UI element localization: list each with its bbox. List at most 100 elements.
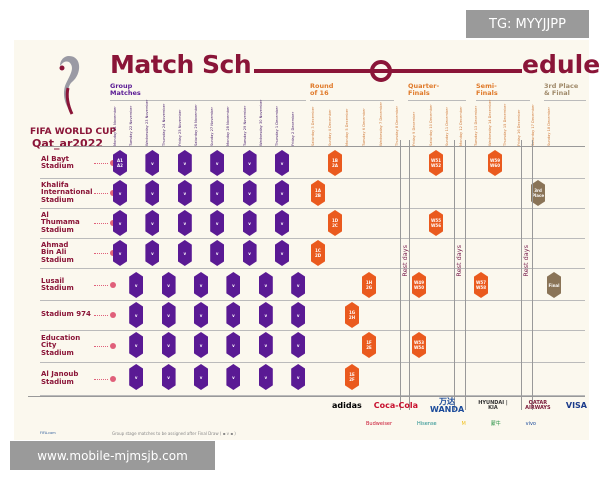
date-header: Friday 25 November bbox=[177, 109, 182, 146]
knockout-match-badge[interactable]: W51 W52 bbox=[429, 150, 443, 176]
phase-divider bbox=[310, 100, 394, 101]
rest-divider bbox=[400, 140, 401, 410]
group-match-badge[interactable]: v bbox=[161, 332, 176, 358]
group-match-badge[interactable]: v bbox=[226, 364, 241, 390]
stadium-name[interactable]: Stadium 974 bbox=[41, 310, 91, 319]
group-match-badge[interactable]: v bbox=[210, 240, 225, 266]
group-match-badge[interactable]: v bbox=[129, 302, 144, 328]
group-match-badge[interactable]: v bbox=[275, 180, 289, 206]
watermark-top: TG: MYYJJPP bbox=[466, 10, 589, 38]
stadium-name[interactable]: Al Thumama Stadium bbox=[41, 210, 80, 234]
group-match-badge[interactable]: v bbox=[226, 302, 241, 328]
group-match-badge[interactable]: v bbox=[291, 272, 306, 298]
knockout-match-badge[interactable]: W49 W50 bbox=[412, 272, 426, 298]
rest-days-label: Rest days bbox=[401, 245, 409, 277]
group-match-badge[interactable]: v bbox=[194, 332, 208, 358]
knockout-match-badge[interactable]: 1H 2G bbox=[362, 272, 376, 298]
final-match-badge[interactable]: 3rd Place bbox=[531, 180, 545, 206]
date-header: Thursday 15 December bbox=[503, 103, 507, 146]
group-match-badge[interactable]: v bbox=[210, 210, 225, 236]
stadium-connector bbox=[94, 223, 108, 224]
stadium-name[interactable]: Lusail Stadium bbox=[41, 276, 74, 292]
group-match-badge[interactable]: v bbox=[275, 210, 289, 236]
group-match-badge[interactable]: v bbox=[275, 240, 289, 266]
group-match-badge[interactable]: v bbox=[129, 272, 144, 298]
sponsor-logo: VISA bbox=[565, 401, 587, 410]
group-match-badge[interactable]: v bbox=[226, 332, 241, 358]
fifa-link[interactable]: FIFA.com bbox=[40, 431, 56, 435]
stadium-connector bbox=[94, 253, 108, 254]
row-divider bbox=[40, 238, 585, 239]
knockout-match-badge[interactable]: W55 W56 bbox=[429, 210, 443, 236]
rest-days-label: Rest days bbox=[522, 245, 530, 277]
match-schedule-poster: FIFA WORLD CUP Qat_ar2022 Match Sch edul… bbox=[14, 40, 600, 440]
group-match-badge[interactable]: v bbox=[145, 240, 160, 266]
stadium-connector bbox=[94, 163, 108, 164]
group-match-badge[interactable]: v bbox=[242, 150, 257, 176]
group-match-badge[interactable]: v bbox=[129, 332, 144, 358]
group-match-badge[interactable]: v bbox=[177, 150, 192, 176]
logo-text-qatar-2022: Qat_ar2022 bbox=[32, 137, 103, 150]
stadium-connector bbox=[94, 378, 108, 380]
group-match-badge[interactable]: v bbox=[258, 332, 273, 358]
group-match-badge[interactable]: v bbox=[177, 240, 192, 266]
group-match-badge[interactable]: v bbox=[161, 302, 176, 328]
group-match-badge[interactable]: v bbox=[242, 180, 257, 206]
group-match-badge[interactable]: v bbox=[258, 272, 273, 298]
date-header: Monday 21 November bbox=[113, 106, 117, 146]
group-match-badge[interactable]: v bbox=[242, 210, 257, 236]
rest-days-label: Rest days bbox=[455, 245, 463, 277]
phase-divider bbox=[408, 100, 466, 101]
stadium-name[interactable]: Education City Stadium bbox=[41, 333, 81, 357]
group-match-badge[interactable]: v bbox=[161, 272, 176, 298]
group-match-badge[interactable]: v bbox=[291, 332, 306, 358]
group-match-badge[interactable]: v bbox=[161, 364, 176, 390]
group-match-badge[interactable]: v bbox=[210, 180, 225, 206]
group-match-badge[interactable]: v bbox=[258, 302, 273, 328]
group-match-badge[interactable]: v bbox=[145, 210, 160, 236]
group-match-badge[interactable]: v bbox=[113, 180, 127, 206]
knockout-match-badge[interactable]: W57 W58 bbox=[474, 272, 488, 298]
date-header: Thursday 8 December bbox=[395, 106, 399, 146]
date-header: Sunday 27 November bbox=[210, 107, 215, 146]
group-match-badge[interactable]: v bbox=[145, 150, 160, 176]
group-match-badge[interactable]: v bbox=[177, 180, 192, 206]
stadium-name[interactable]: Khalifa International Stadium bbox=[41, 180, 93, 204]
group-match-badge[interactable]: v bbox=[177, 210, 192, 236]
sponsor-logo: 万达 WANDA bbox=[430, 397, 465, 414]
stadium-name[interactable]: Ahmad Bin Ali Stadium bbox=[41, 240, 74, 264]
date-header: Saturday 3 December bbox=[311, 106, 315, 146]
group-match-badge[interactable]: A1 A2 bbox=[113, 150, 127, 176]
knockout-match-badge[interactable]: 1F 2E bbox=[362, 332, 376, 358]
group-match-badge[interactable]: v bbox=[194, 364, 208, 390]
group-match-badge[interactable]: v bbox=[291, 364, 306, 390]
knockout-match-badge[interactable]: 1E 2F bbox=[345, 364, 359, 390]
group-match-badge[interactable]: v bbox=[194, 302, 208, 328]
group-match-badge[interactable]: v bbox=[129, 364, 144, 390]
stadium-name[interactable]: Al Bayt Stadium bbox=[41, 154, 74, 170]
group-match-badge[interactable]: v bbox=[226, 272, 241, 298]
phase-divider bbox=[544, 100, 586, 101]
final-match-badge[interactable]: Final bbox=[547, 272, 561, 298]
group-match-badge[interactable]: v bbox=[210, 150, 225, 176]
sponsor-logo: Budweiser bbox=[366, 421, 393, 427]
knockout-match-badge[interactable]: 1C 2D bbox=[311, 240, 325, 266]
group-match-badge[interactable]: v bbox=[258, 364, 273, 390]
knockout-match-badge[interactable]: 1B 2A bbox=[328, 150, 342, 176]
group-match-badge[interactable]: v bbox=[275, 150, 289, 176]
rest-divider bbox=[454, 140, 455, 410]
knockout-match-badge[interactable]: 1A 2B bbox=[311, 180, 325, 206]
group-match-badge[interactable]: v bbox=[242, 240, 257, 266]
knockout-match-badge[interactable]: W53 W54 bbox=[412, 332, 426, 358]
sponsor-logo: QATAR AIRWAYS bbox=[525, 399, 551, 411]
stadium-name[interactable]: Al Janoub Stadium bbox=[41, 370, 79, 386]
group-match-badge[interactable]: v bbox=[113, 240, 127, 266]
knockout-match-badge[interactable]: 1D 2C bbox=[328, 210, 342, 236]
sponsor-logo: Hisense bbox=[416, 421, 437, 427]
group-match-badge[interactable]: v bbox=[113, 210, 127, 236]
group-match-badge[interactable]: v bbox=[194, 272, 208, 298]
group-match-badge[interactable]: v bbox=[145, 180, 160, 206]
knockout-match-badge[interactable]: 1G 2H bbox=[345, 302, 359, 328]
group-match-badge[interactable]: v bbox=[291, 302, 306, 328]
knockout-match-badge[interactable]: W59 W60 bbox=[488, 150, 502, 176]
